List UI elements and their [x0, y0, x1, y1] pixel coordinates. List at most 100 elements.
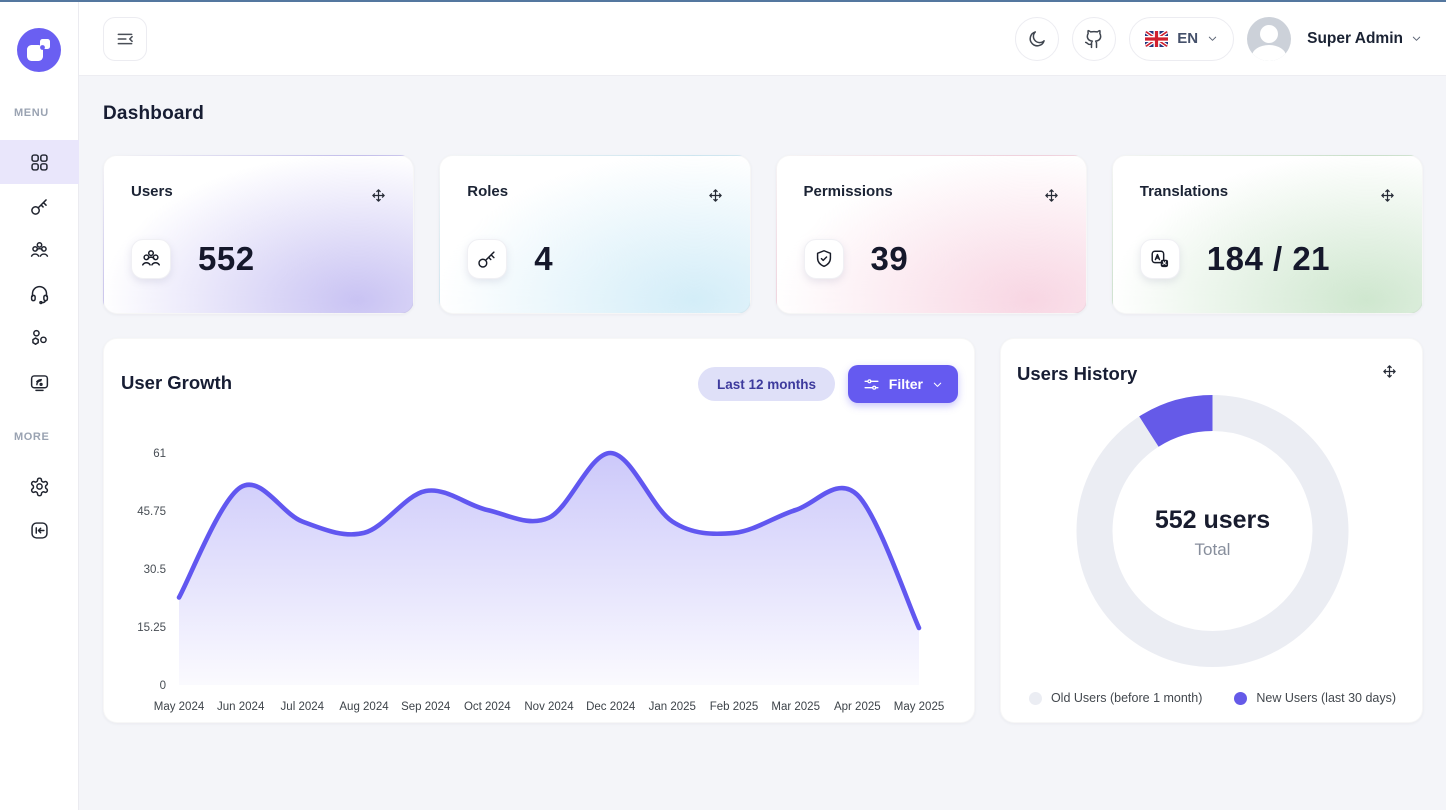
logo-icon	[17, 28, 61, 72]
svg-text:May 2024: May 2024	[154, 701, 205, 713]
logout-icon	[31, 521, 48, 539]
avatar[interactable]	[1247, 16, 1292, 61]
users-group-icon	[30, 241, 49, 257]
y-axis-labels: 0 15.25 30.5 45.75 61	[137, 448, 166, 692]
stat-card-value: 39	[870, 240, 909, 277]
users-history-donut[interactable]	[1001, 369, 1424, 699]
stat-card-permissions: Permissions 39	[776, 155, 1087, 314]
collapse-menu-icon	[117, 33, 133, 44]
stat-value-row: 39	[803, 239, 909, 279]
drag-move-icon[interactable]	[1379, 187, 1396, 204]
legend-item-old-users[interactable]: Old Users (before 1 month)	[1028, 691, 1203, 705]
svg-text:Mar 2025: Mar 2025	[771, 701, 820, 713]
chevron-down-icon	[1208, 36, 1217, 41]
moon-icon	[1029, 30, 1046, 46]
svg-text:Dec 2024: Dec 2024	[586, 701, 636, 713]
stat-card-label: Roles	[467, 183, 509, 200]
shapes-icon	[32, 329, 47, 345]
sidebar: MENU	[0, 2, 79, 810]
svg-text:Jun 2024: Jun 2024	[217, 701, 265, 713]
sidebar-item-logout[interactable]	[0, 508, 79, 552]
charts-row: User Growth Last 12 months Filter	[103, 338, 1423, 723]
top-header: EN Super Admin	[79, 2, 1446, 76]
stat-card-value: 552	[198, 240, 255, 277]
sidebar-item-users[interactable]	[0, 228, 79, 272]
stat-card-users: Users 552	[103, 155, 414, 314]
sidebar-menu-label: MENU	[14, 107, 49, 119]
stat-card-value: 4	[534, 240, 554, 277]
drag-move-icon[interactable]	[370, 187, 387, 204]
drag-move-icon[interactable]	[1381, 363, 1398, 380]
screen-broadcast-icon	[30, 374, 49, 391]
stat-card-label: Permissions	[803, 183, 893, 200]
avatar-head	[1260, 24, 1279, 43]
user-growth-chart[interactable]: 0 15.25 30.5 45.75 61 May 2024 Jun 2024 Jul 20…	[104, 439, 976, 724]
svg-text:Nov 2024: Nov 2024	[524, 701, 574, 713]
app-logo[interactable]	[17, 28, 61, 72]
donut-segment-new-users	[1139, 395, 1214, 448]
sliders-icon	[864, 378, 879, 390]
stat-card-roles: Roles 4	[439, 155, 750, 314]
sidebar-more-label: MORE	[14, 431, 50, 443]
avatar-body	[1252, 44, 1287, 61]
shield-check-icon	[803, 239, 844, 279]
area-fill	[179, 452, 919, 685]
uk-flag-icon	[1145, 30, 1169, 47]
window-top-strip	[0, 0, 1446, 2]
svg-text:Aug 2024: Aug 2024	[339, 701, 389, 713]
sidebar-item-settings[interactable]	[0, 464, 79, 508]
svg-text:Jul 2024: Jul 2024	[281, 701, 325, 713]
headset-icon	[30, 285, 49, 304]
stat-value-row: 4	[467, 239, 553, 279]
legend-item-new-users[interactable]: New Users (last 30 days)	[1234, 691, 1396, 705]
sidebar-item-permissions[interactable]	[0, 184, 79, 228]
translate-icon	[1139, 239, 1180, 279]
trend-line	[176, 450, 922, 631]
user-growth-panel: User Growth Last 12 months Filter	[103, 338, 975, 723]
header-actions: EN Super Admin	[1015, 16, 1422, 61]
github-icon	[1085, 29, 1102, 48]
legend-dot-new	[1234, 691, 1248, 705]
language-code: EN	[1177, 30, 1199, 47]
svg-text:61: 61	[153, 448, 166, 460]
filter-label: Filter	[888, 376, 923, 392]
chevron-down-icon	[1412, 36, 1421, 41]
range-badge[interactable]: Last 12 months	[697, 367, 835, 401]
gear-icon	[30, 476, 49, 496]
sidebar-item-broadcast[interactable]	[0, 360, 79, 404]
drag-move-icon[interactable]	[707, 187, 724, 204]
dark-mode-toggle[interactable]	[1015, 16, 1060, 61]
drag-move-icon[interactable]	[1043, 187, 1060, 204]
sidebar-item-support[interactable]	[0, 272, 79, 316]
page-title: Dashboard	[103, 103, 205, 124]
main-content: Dashboard Users 552 Roles	[79, 76, 1446, 810]
stat-card-label: Users	[131, 183, 173, 200]
language-selector[interactable]: EN	[1129, 16, 1235, 61]
legend-label: Old Users (before 1 month)	[1050, 691, 1203, 705]
sidebar-item-modules[interactable]	[0, 316, 79, 360]
github-button[interactable]	[1072, 16, 1117, 61]
stat-card-value: 184 / 21	[1206, 240, 1331, 277]
legend-dot-old	[1028, 691, 1042, 705]
svg-text:0: 0	[160, 680, 166, 692]
chevron-down-icon	[933, 382, 942, 387]
user-name-label: Super Admin	[1307, 29, 1403, 47]
collapse-sidebar-button[interactable]	[103, 16, 147, 61]
legend-label: New Users (last 30 days)	[1256, 691, 1397, 705]
svg-text:Feb 2025: Feb 2025	[710, 701, 759, 713]
sidebar-item-dashboard[interactable]	[0, 140, 79, 184]
svg-text:45.75: 45.75	[137, 506, 166, 518]
svg-text:15.25: 15.25	[137, 622, 166, 634]
user-menu[interactable]: Super Admin	[1307, 30, 1422, 48]
grid-dashboard-icon	[31, 153, 48, 171]
stat-value-row: 552	[131, 239, 255, 279]
users-history-title: Users History	[1017, 363, 1138, 384]
stat-card-translations: Translations 184 / 21	[1112, 155, 1423, 314]
key-icon	[31, 198, 47, 215]
svg-text:30.5: 30.5	[144, 564, 166, 576]
svg-text:May 2025: May 2025	[894, 701, 945, 713]
svg-text:Jan 2025: Jan 2025	[649, 701, 696, 713]
svg-text:Sep 2024: Sep 2024	[401, 701, 451, 713]
filter-button[interactable]: Filter	[847, 365, 958, 403]
